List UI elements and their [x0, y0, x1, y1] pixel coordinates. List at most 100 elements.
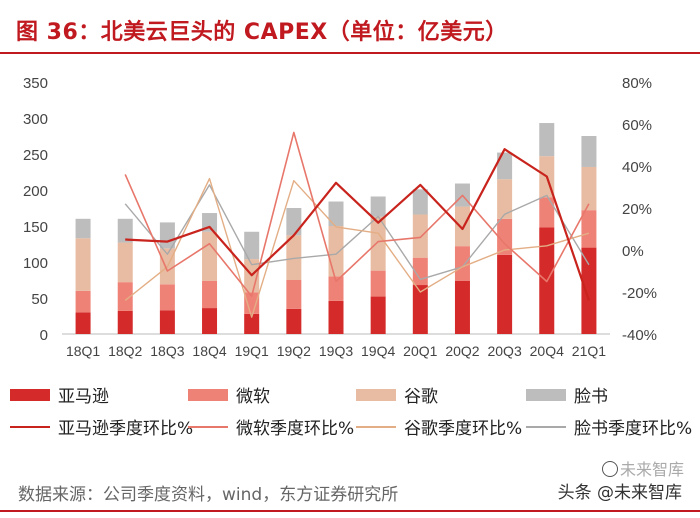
legend-label: 脸书: [574, 387, 608, 407]
microsoft-bar: [159, 284, 175, 311]
legend-item: 亚马逊: [10, 382, 109, 407]
microsoft-bar: [497, 218, 513, 255]
y-left-tick-label: 300: [23, 111, 48, 128]
google-bar: [581, 166, 597, 211]
y-right-tick-label: 80%: [622, 75, 652, 92]
chart-title: 图 36：北美云巨头的 CAPEX（单位：亿美元）: [16, 20, 508, 45]
y-right-tick-label: -40%: [622, 327, 657, 344]
legend-swatch: [10, 425, 50, 428]
facebook-bar: [75, 218, 91, 239]
y-right-tick-label: 0%: [622, 243, 644, 260]
amazon-qoq-line: [125, 148, 590, 301]
x-tick-label: 20Q2: [445, 343, 479, 359]
y-right-tick-label: -20%: [622, 285, 657, 302]
legend-item: 脸书季度环比%: [526, 414, 692, 439]
facebook-bar: [370, 196, 386, 217]
x-tick-label: 19Q2: [277, 343, 311, 359]
google-bar: [202, 231, 218, 281]
facebook-bar: [117, 218, 133, 243]
microsoft-bar: [328, 276, 344, 301]
y-right-tick-label: 60%: [622, 117, 652, 134]
chart-legend: 亚马逊 微软 谷歌 脸书亚马逊季度环比% 微软季度环比% 谷歌季度环比% 脸书季度环比%: [10, 382, 700, 442]
google-bar: [75, 238, 91, 291]
facebook-bar: [244, 231, 260, 260]
title-divider: [0, 52, 700, 54]
google-bar: [328, 226, 344, 277]
amazon-bar: [581, 247, 597, 334]
legend-item: 微软季度环比%: [188, 414, 354, 439]
google-bar: [412, 214, 428, 258]
watermark-logo-icon: [601, 461, 618, 477]
legend-label: 亚马逊季度环比%: [58, 419, 194, 439]
x-tick-label: 18Q1: [66, 343, 100, 359]
google-bar: [454, 206, 470, 247]
y-left-tick-label: 50: [31, 291, 48, 308]
legend-swatch: [356, 388, 396, 401]
amazon-bar: [286, 308, 302, 334]
google-bar: [497, 179, 513, 219]
legend-item: 微软: [188, 382, 270, 407]
y-left-tick-label: 0: [40, 327, 48, 344]
amazon-bar: [159, 310, 175, 334]
source-note: 数据来源：公司季度资料，wind，东方证券研究所: [18, 485, 399, 505]
google-bar: [117, 242, 133, 283]
facebook-qoq-line: [124, 184, 590, 281]
y-right-tick-label: 40%: [622, 159, 652, 176]
x-tick-label: 20Q4: [530, 343, 564, 359]
x-tick-label: 18Q4: [192, 343, 226, 359]
facebook-bar: [497, 152, 513, 180]
legend-label: 微软季度环比%: [236, 419, 355, 439]
x-tick-label: 20Q1: [403, 343, 437, 359]
microsoft-bar: [370, 270, 386, 297]
microsoft-bar: [539, 197, 555, 228]
amazon-bar: [454, 280, 470, 334]
watermark: 头条 @未来智库: [557, 483, 682, 503]
facebook-bar: [328, 201, 344, 226]
y-left-tick-label: 250: [23, 147, 48, 164]
google-bar: [370, 216, 386, 271]
legend-label: 亚马逊: [58, 387, 109, 407]
amazon-bar: [412, 285, 428, 334]
legend-swatch: [188, 425, 228, 428]
facebook-bar: [581, 136, 597, 167]
microsoft-bar: [202, 280, 218, 309]
amazon-bar: [244, 313, 260, 334]
legend-item: 谷歌: [356, 382, 438, 407]
legend-swatch: [10, 388, 50, 401]
microsoft-qoq-line: [124, 131, 590, 298]
legend-item: 脸书: [526, 382, 608, 407]
y-left-tick-label: 150: [23, 219, 48, 236]
legend-item: 亚马逊季度环比%: [10, 414, 193, 439]
legend-label: 脸书季度环比%: [574, 419, 693, 439]
x-tick-label: 19Q1: [235, 343, 269, 359]
microsoft-bar: [581, 210, 597, 248]
legend-swatch: [188, 388, 228, 401]
x-tick-label: 21Q1: [572, 343, 606, 359]
legend-label: 微软: [236, 387, 270, 407]
facebook-bar: [412, 189, 428, 215]
amazon-bar: [202, 308, 218, 334]
microsoft-bar: [244, 292, 260, 314]
amazon-bar: [370, 296, 386, 334]
y-right-tick-label: 20%: [622, 201, 652, 218]
y-left-tick-label: 350: [23, 75, 48, 92]
microsoft-bar: [286, 280, 302, 309]
bottom-divider: [0, 510, 700, 512]
microsoft-bar: [454, 246, 470, 281]
watermark-faint: 未来智库: [600, 456, 684, 480]
x-tick-label: 20Q3: [487, 343, 521, 359]
legend-swatch: [526, 425, 566, 428]
legend-swatch: [526, 388, 566, 401]
amazon-bar: [75, 312, 91, 334]
x-tick-label: 18Q2: [108, 343, 142, 359]
x-tick-label: 19Q3: [319, 343, 353, 359]
google-qoq-line: [124, 177, 590, 318]
legend-item: 谷歌季度环比%: [356, 414, 522, 439]
amazon-bar: [328, 300, 344, 334]
legend-swatch: [356, 425, 396, 428]
legend-label: 谷歌季度环比%: [404, 419, 523, 439]
watermark-faint-text: 未来智库: [619, 460, 684, 479]
amazon-bar: [117, 310, 133, 334]
legend-label: 谷歌: [404, 387, 438, 407]
amazon-bar: [497, 254, 513, 334]
